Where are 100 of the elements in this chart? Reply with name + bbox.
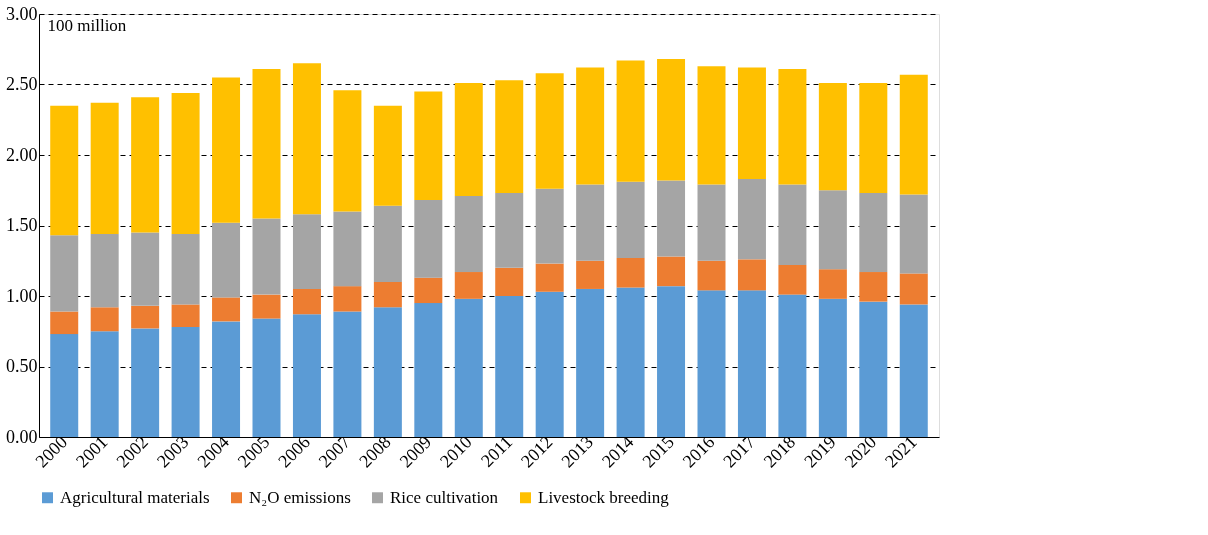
bar — [737, 67, 766, 179]
bar — [90, 233, 119, 308]
bar — [171, 92, 200, 234]
bar — [657, 180, 686, 257]
bar — [90, 331, 119, 437]
bar — [292, 314, 321, 437]
y-tick-label: 2.00 — [6, 144, 38, 165]
x-tick-label: 2012 — [516, 431, 557, 472]
legend-label: N₂O emissions — [249, 487, 351, 507]
bar — [859, 83, 888, 194]
x-tick-label: 2007 — [314, 431, 355, 472]
x-tick-label: 2018 — [759, 431, 800, 472]
bar — [373, 307, 402, 437]
bar — [171, 233, 200, 305]
x-tick-label: 2015 — [638, 431, 678, 472]
bar — [818, 298, 847, 437]
bar — [212, 321, 241, 437]
bar — [252, 68, 281, 219]
bar — [495, 80, 524, 194]
bar — [333, 311, 362, 437]
bar — [90, 102, 119, 234]
y-tick-label: 1.00 — [6, 285, 38, 306]
x-tick-label: 2006 — [274, 431, 314, 472]
bar — [778, 184, 807, 265]
bar — [899, 273, 928, 305]
x-tick-label: 2016 — [678, 431, 719, 472]
bar — [818, 190, 847, 270]
x-tick-label: 2002 — [112, 431, 152, 472]
bar — [616, 60, 645, 182]
bar — [778, 264, 807, 295]
bar — [616, 257, 645, 288]
legend-label: Agricultural materials — [60, 487, 210, 507]
bar — [90, 307, 119, 332]
y-tick-label: 2.50 — [6, 74, 38, 94]
x-tick-label: 2008 — [355, 431, 395, 472]
bar — [212, 297, 241, 322]
x-tick-label: 2020 — [840, 431, 881, 472]
bar — [818, 269, 847, 299]
bar — [414, 277, 443, 304]
y-tick-label: 0.50 — [6, 356, 38, 376]
bar — [373, 281, 402, 308]
bar — [818, 83, 847, 191]
bar — [292, 288, 321, 315]
bar — [899, 74, 928, 195]
bar — [131, 97, 160, 233]
bar — [50, 334, 79, 437]
bar — [697, 184, 726, 261]
bar — [535, 291, 564, 437]
bar — [454, 83, 483, 196]
bar — [535, 188, 564, 264]
bar — [131, 328, 160, 437]
bar — [697, 66, 726, 185]
bar — [859, 272, 888, 302]
bar — [616, 181, 645, 258]
bar — [657, 256, 686, 287]
y-tick-label: 3.00 — [6, 3, 38, 24]
bar — [50, 311, 79, 335]
bar — [737, 259, 766, 291]
x-tick-label: 2017 — [719, 431, 759, 472]
bar — [697, 290, 726, 437]
bar — [212, 222, 241, 298]
bar — [454, 298, 483, 437]
x-tick-label: 2021 — [881, 431, 921, 472]
bar — [171, 327, 200, 437]
bar — [576, 184, 605, 261]
y-axis-title: 100 million — [47, 15, 127, 35]
bar — [495, 193, 524, 268]
bar — [292, 63, 321, 215]
x-tick-label: 2004 — [193, 431, 233, 472]
x-tick-label: 2003 — [152, 431, 193, 472]
bar — [535, 263, 564, 292]
bar — [454, 272, 483, 299]
bar — [697, 260, 726, 291]
bar — [252, 294, 281, 319]
x-tick-label: 2005 — [233, 431, 274, 472]
bar — [414, 303, 443, 437]
x-tick-label: 2011 — [476, 431, 517, 471]
bar — [292, 214, 321, 289]
bar — [333, 286, 362, 312]
bar — [414, 91, 443, 201]
bar — [333, 211, 362, 287]
bar — [778, 294, 807, 437]
x-tick-label: 2010 — [436, 431, 476, 472]
bar — [171, 304, 200, 328]
y-tick-label: 1.50 — [6, 215, 38, 235]
bar — [495, 267, 524, 296]
bar — [859, 193, 888, 273]
x-tick-label: 2019 — [800, 431, 840, 472]
bar — [454, 195, 483, 273]
bar — [859, 301, 888, 437]
x-tick-label: 2013 — [557, 431, 597, 472]
bar — [737, 290, 766, 437]
bar — [899, 194, 928, 274]
bar — [333, 90, 362, 212]
x-tick-label: 2001 — [71, 431, 112, 472]
bar — [414, 200, 443, 278]
bar — [657, 286, 686, 437]
bar — [737, 178, 766, 260]
bar — [50, 235, 79, 312]
bar — [576, 67, 605, 185]
